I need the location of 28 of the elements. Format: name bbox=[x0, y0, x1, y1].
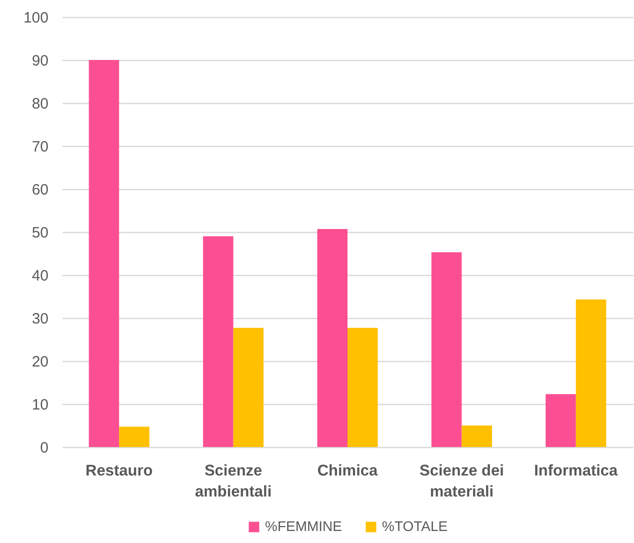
bar bbox=[233, 328, 264, 447]
y-tick-label: 90 bbox=[32, 52, 48, 70]
bar bbox=[462, 426, 492, 447]
bar bbox=[546, 394, 576, 447]
bar bbox=[119, 426, 150, 447]
legend-label: %TOTALE bbox=[382, 518, 448, 534]
x-tick-label: Scienze ambientali bbox=[194, 462, 272, 500]
x-tick-label: Restauro bbox=[86, 462, 153, 480]
y-tick-label: 20 bbox=[32, 354, 48, 370]
x-tick-label: Scienze dei materiali bbox=[419, 462, 504, 500]
bar bbox=[203, 236, 234, 447]
bar bbox=[317, 228, 348, 447]
y-tick-label: 80 bbox=[32, 96, 48, 112]
x-tick-label: Informatica bbox=[534, 462, 618, 480]
y-tick-label: 100 bbox=[23, 10, 48, 26]
legend-label: %FEMMINE bbox=[265, 518, 342, 534]
y-tick-label: 0 bbox=[40, 440, 48, 456]
y-tick-label: 70 bbox=[32, 138, 48, 156]
y-tick-label: 40 bbox=[32, 268, 48, 284]
y-tick-label: 60 bbox=[32, 182, 48, 198]
bar bbox=[88, 60, 120, 447]
bar bbox=[576, 300, 606, 447]
y-tick-label: 10 bbox=[32, 396, 48, 414]
bar bbox=[348, 328, 378, 447]
y-tick-label: 50 bbox=[32, 224, 48, 242]
y-tick-label: 30 bbox=[32, 310, 48, 328]
bar bbox=[431, 252, 462, 447]
x-tick-label: Chimica bbox=[317, 462, 378, 480]
